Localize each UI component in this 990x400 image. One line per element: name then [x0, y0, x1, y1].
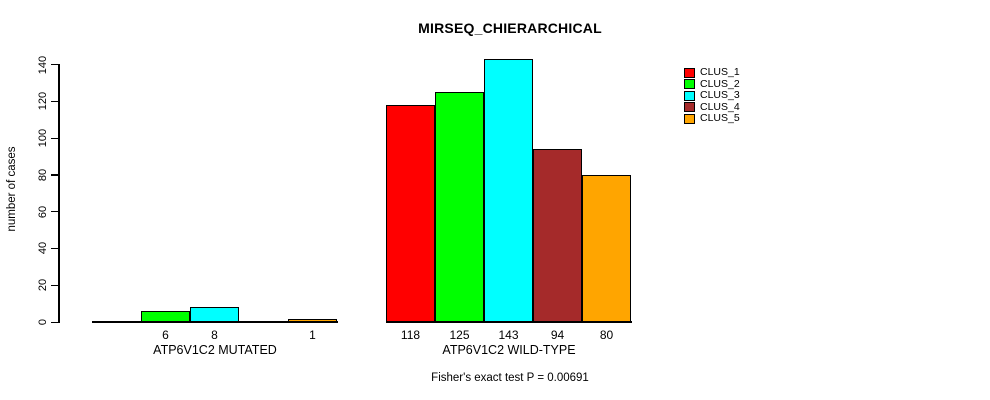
legend-label: CLUS_5	[700, 112, 740, 124]
y-tick	[51, 247, 58, 250]
bar-atp6v1c2-mutated-clus_2	[141, 311, 190, 322]
y-tick-label: 60	[37, 205, 49, 218]
bar-value-label: 125	[449, 328, 470, 342]
bar-value-label: 94	[550, 328, 565, 342]
y-axis-line	[58, 64, 60, 323]
legend-item-clus_4: CLUS_4	[684, 100, 740, 113]
bar-atp6v1c2-mutated-clus_5	[288, 319, 337, 322]
y-tick	[51, 284, 58, 286]
legend-swatch-icon	[684, 90, 695, 101]
legend-item-clus_1: CLUS_1	[684, 67, 740, 78]
fisher-test-annotation: Fisher's exact test P = 0.00691	[431, 372, 589, 384]
bar-atp6v1c2-wild-type-clus_5	[582, 175, 631, 322]
y-tick	[51, 174, 58, 176]
legend-swatch-icon	[684, 113, 695, 124]
y-tick-label: 120	[37, 92, 49, 111]
y-tick-label: 0	[37, 318, 49, 326]
x-group-label-wild-type: ATP6V1C2 WILD-TYPE	[442, 343, 576, 357]
bar-atp6v1c2-wild-type-clus_2	[435, 92, 484, 322]
bar-atp6v1c2-wild-type-clus_3	[484, 59, 533, 322]
legend-label: CLUS_1	[700, 66, 740, 78]
chart-title: MIRSEQ_CHIERARCHICAL	[418, 20, 602, 36]
bar-atp6v1c2-wild-type-clus_1	[386, 105, 435, 322]
y-tick-label: 140	[37, 55, 49, 74]
y-tick	[51, 64, 58, 66]
y-tick-label: 100	[37, 128, 49, 148]
y-tick	[51, 100, 58, 103]
legend-swatch-icon	[684, 79, 695, 89]
y-axis-label: number of cases	[6, 146, 18, 232]
bar-atp6v1c2-wild-type-clus_4	[533, 149, 582, 322]
bar-value-label: 6	[162, 328, 169, 342]
legend-label: CLUS_2	[700, 77, 740, 90]
legend-swatch-icon	[684, 102, 695, 112]
x-group-label-mutated: ATP6V1C2 MUTATED	[153, 343, 277, 357]
bar-value-label: 8	[211, 328, 218, 342]
y-tick-label: 40	[37, 242, 49, 255]
legend-label: CLUS_3	[700, 89, 740, 101]
y-tick	[51, 211, 58, 213]
bar-value-label: 118	[400, 328, 421, 342]
legend-item-clus_5: CLUS_5	[684, 113, 740, 124]
y-tick	[51, 137, 58, 139]
bar-value-label: 143	[498, 328, 519, 342]
y-tick-label: 80	[37, 168, 49, 181]
bar-value-label: 80	[599, 328, 614, 342]
y-tick-label: 20	[37, 279, 49, 292]
legend-item-clus_3: CLUS_3	[684, 90, 740, 101]
legend-item-clus_2: CLUS_2	[684, 77, 740, 90]
legend-label: CLUS_4	[700, 100, 740, 113]
bar-atp6v1c2-mutated-clus_3	[190, 307, 239, 322]
y-tick	[51, 321, 58, 323]
legend-swatch-icon	[684, 67, 695, 78]
bar-value-label: 1	[309, 328, 316, 342]
